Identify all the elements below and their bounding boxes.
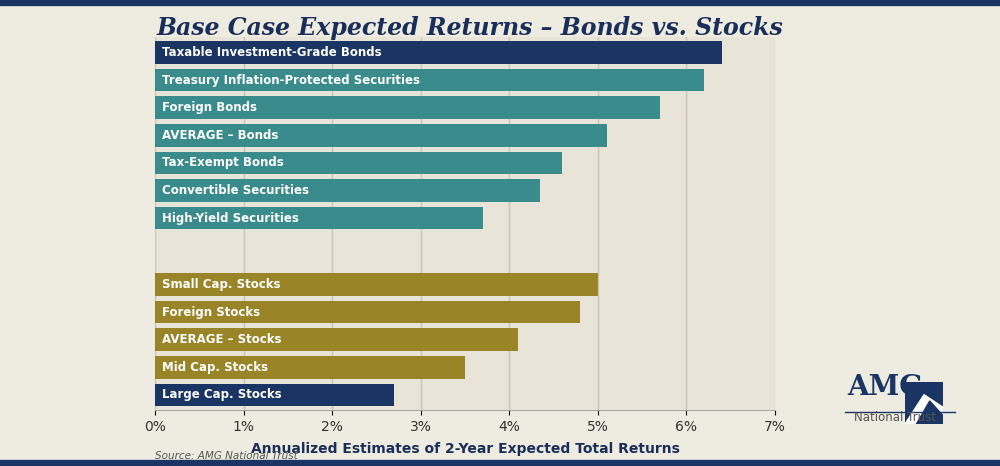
Bar	[155, 151, 562, 174]
Text: Taxable Investment-Grade Bonds: Taxable Investment-Grade Bonds	[162, 46, 382, 59]
Bar	[155, 329, 518, 351]
Text: Large Cap. Stocks: Large Cap. Stocks	[162, 388, 282, 401]
Polygon shape	[916, 401, 943, 424]
Text: Small Cap. Stocks: Small Cap. Stocks	[162, 278, 281, 291]
Bar	[155, 273, 598, 296]
Text: Mid Cap. Stocks: Mid Cap. Stocks	[162, 361, 268, 374]
Text: High-Yield Securities: High-Yield Securities	[162, 212, 299, 225]
Bar	[155, 179, 540, 202]
Bar	[155, 96, 660, 119]
Bar	[155, 384, 394, 406]
Text: Source: AMG National Trust: Source: AMG National Trust	[155, 452, 298, 461]
Text: AMG: AMG	[847, 374, 923, 401]
X-axis label: Annualized Estimates of 2-Year Expected Total Returns: Annualized Estimates of 2-Year Expected …	[251, 442, 679, 456]
Bar	[155, 69, 704, 91]
Text: AVERAGE – Stocks: AVERAGE – Stocks	[162, 333, 282, 346]
Text: Foreign Stocks: Foreign Stocks	[162, 306, 260, 319]
Text: AVERAGE – Bonds: AVERAGE – Bonds	[162, 129, 278, 142]
Bar	[155, 301, 580, 323]
Text: Base Case Expected Returns – Bonds vs. Stocks: Base Case Expected Returns – Bonds vs. S…	[157, 16, 783, 41]
Bar	[155, 207, 483, 229]
Bar	[155, 356, 465, 378]
Text: Treasury Inflation-Protected Securities: Treasury Inflation-Protected Securities	[162, 74, 420, 87]
Text: Tax-Exempt Bonds: Tax-Exempt Bonds	[162, 157, 284, 170]
Bar	[155, 124, 607, 147]
Text: Convertible Securities: Convertible Securities	[162, 184, 309, 197]
Polygon shape	[905, 395, 943, 424]
Text: Foreign Bonds: Foreign Bonds	[162, 101, 257, 114]
Text: National Trust: National Trust	[854, 411, 936, 424]
Bar	[155, 41, 722, 64]
